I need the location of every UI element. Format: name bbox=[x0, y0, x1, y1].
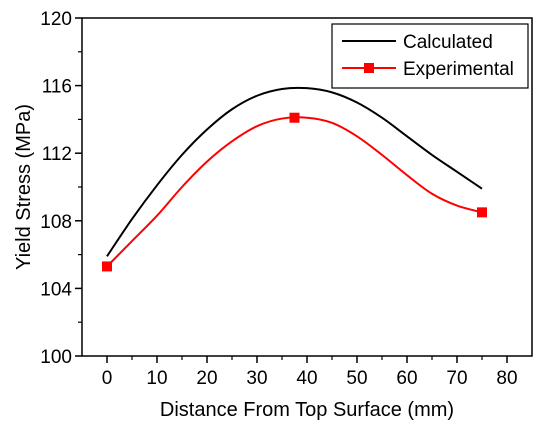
legend-label-1: Calculated bbox=[403, 32, 493, 53]
x-tick-label: 70 bbox=[446, 368, 467, 389]
x-tick-label: 80 bbox=[496, 368, 517, 389]
x-tick-label: 20 bbox=[196, 368, 217, 389]
x-tick-label: 40 bbox=[296, 368, 317, 389]
y-tick-label: 116 bbox=[42, 77, 72, 98]
axes: 0 10 20 30 40 50 60 70 80 100 104 108 112 116 120 bbox=[40, 9, 533, 389]
x-tick-label: 50 bbox=[346, 368, 367, 389]
x-tick-label: 30 bbox=[246, 368, 267, 389]
y-tick-label: 100 bbox=[40, 347, 72, 368]
x-tick-label: 0 bbox=[102, 368, 113, 389]
plot-area bbox=[102, 86, 487, 272]
data-point bbox=[477, 207, 487, 218]
y-axis-title: Yield Stress (MPa) bbox=[13, 104, 35, 270]
y-tick-label: 104 bbox=[40, 279, 72, 300]
series-line-1 bbox=[106, 86, 483, 257]
data-point bbox=[102, 261, 112, 272]
legend-box bbox=[331, 23, 529, 89]
x-tick-label: 60 bbox=[396, 368, 417, 389]
y-tick-label: 108 bbox=[40, 212, 72, 233]
series-line-2 bbox=[106, 116, 483, 268]
legend-label-2: Experimental bbox=[403, 59, 514, 80]
y-tick-label: 112 bbox=[42, 144, 72, 165]
x-tick-label: 10 bbox=[146, 368, 167, 389]
x-axis-title: Distance From Top Surface (mm) bbox=[160, 399, 454, 421]
y-tick-label: 120 bbox=[40, 9, 72, 30]
legend-marker bbox=[364, 63, 374, 73]
legend: Calculated Experimental bbox=[331, 23, 529, 89]
data-point bbox=[289, 112, 300, 123]
